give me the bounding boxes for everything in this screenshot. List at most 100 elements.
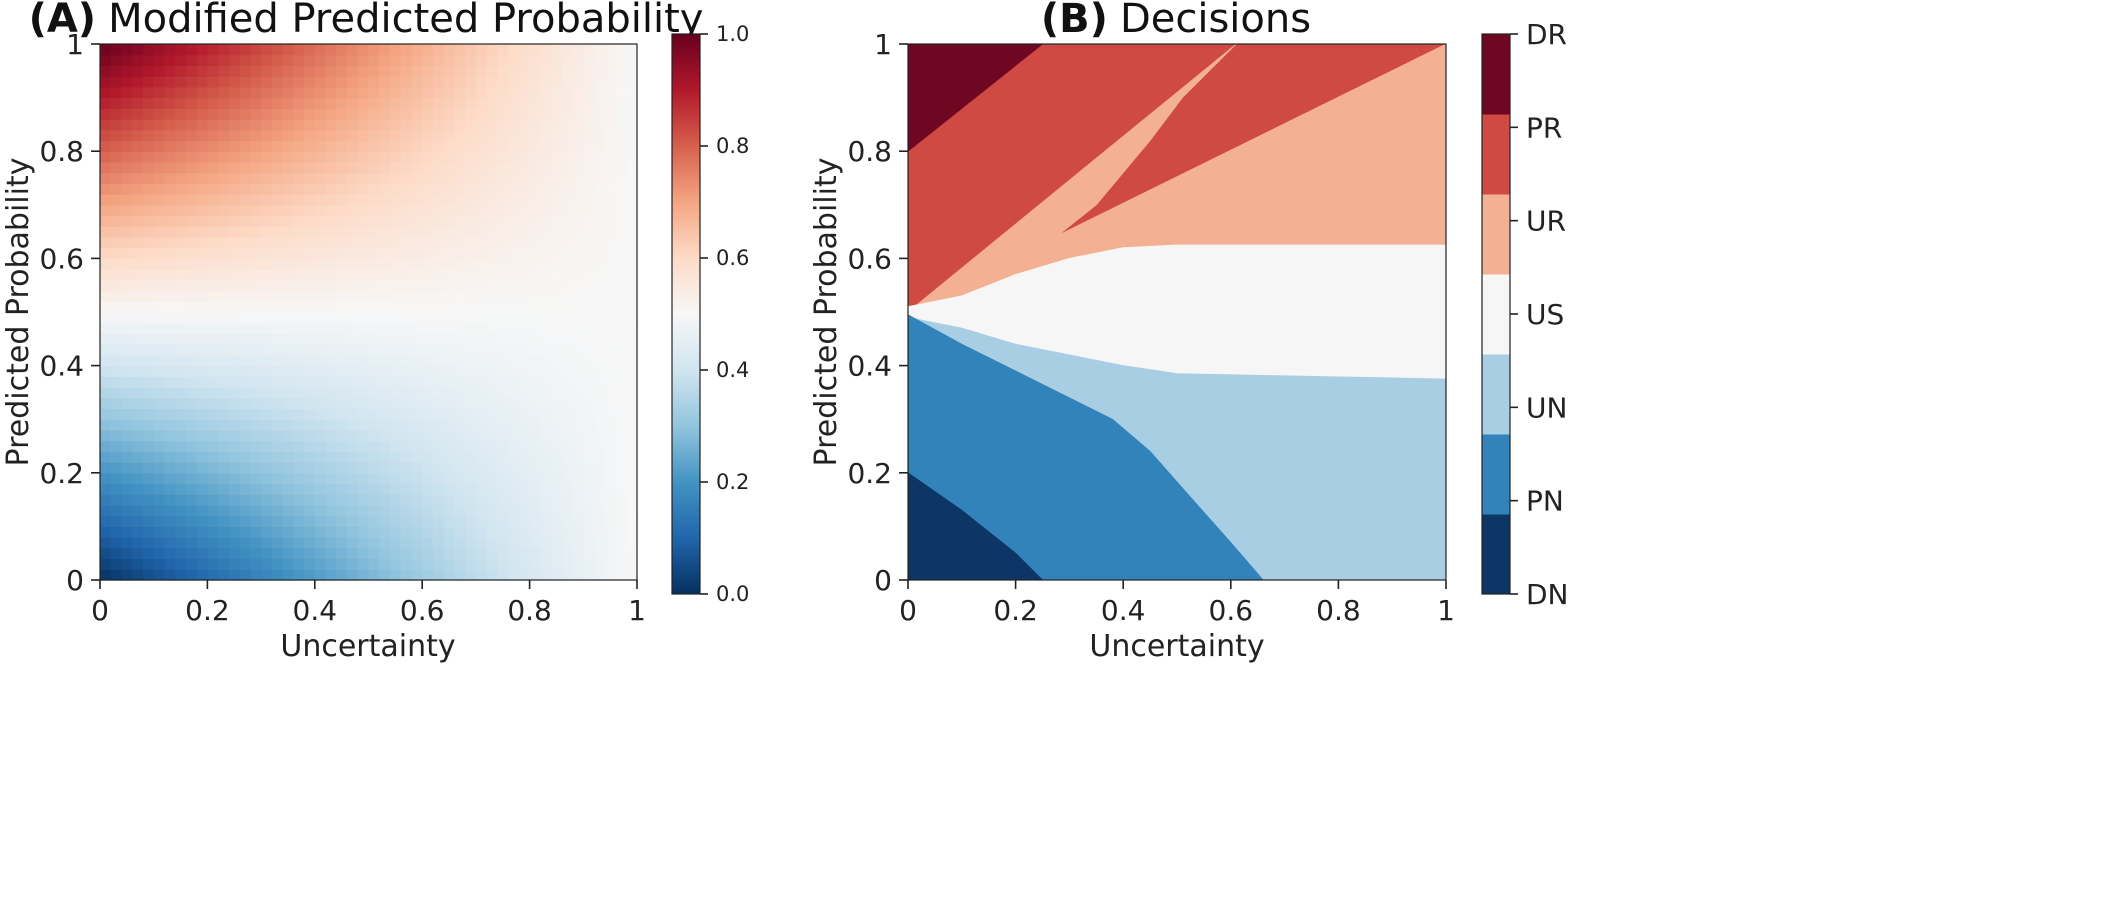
heatmap-cell: [572, 65, 584, 77]
heatmap-cell: [207, 290, 219, 302]
heatmap-cell: [142, 312, 155, 324]
heatmap-cell: [293, 429, 305, 442]
heatmap-cell: [153, 569, 166, 581]
heatmap-cell: [142, 526, 155, 538]
heatmap-cell: [422, 526, 434, 538]
heatmap-cell: [486, 44, 498, 56]
heatmap-cell: [551, 119, 563, 131]
heatmap-cell: [282, 312, 294, 324]
heatmap-cell: [250, 365, 262, 377]
heatmap-cell: [336, 483, 348, 495]
heatmap-cell: [529, 537, 541, 549]
heatmap-cell: [153, 226, 166, 238]
heatmap-cell: [100, 526, 112, 538]
heatmap-cell: [164, 354, 176, 367]
heatmap-cell: [153, 269, 166, 281]
heatmap-cell: [454, 258, 466, 270]
heatmap-cell: [271, 172, 284, 184]
heatmap-cell: [604, 547, 617, 560]
heatmap-cell: [282, 354, 294, 367]
heatmap-cell: [142, 429, 155, 442]
heatmap-cell: [239, 440, 251, 452]
heatmap-cell: [110, 279, 123, 292]
heatmap-cell: [347, 290, 359, 302]
heatmap-cell: [551, 161, 563, 174]
heatmap-cell: [357, 387, 370, 399]
heatmap-cell: [443, 322, 456, 335]
colorbar-tick-label: PR: [1526, 111, 1562, 144]
heatmap-cell: [443, 129, 456, 142]
heatmap-cell: [594, 44, 606, 56]
heatmap-cell: [175, 76, 187, 88]
heatmap-cell: [486, 119, 498, 131]
heatmap-cell: [325, 387, 337, 399]
heatmap-cell: [443, 269, 456, 281]
heatmap-cell: [379, 440, 391, 452]
heatmap-cell: [121, 290, 133, 302]
heatmap-cell: [196, 140, 208, 152]
heatmap-cell: [196, 279, 208, 292]
heatmap-cell: [336, 236, 348, 249]
heatmap-cell: [626, 258, 638, 270]
heatmap-cell: [615, 140, 627, 152]
heatmap-cell: [164, 569, 176, 581]
heatmap-cell: [604, 44, 617, 56]
heatmap-cell: [218, 526, 230, 538]
heatmap-cell: [357, 569, 370, 581]
heatmap-cell: [121, 397, 133, 410]
heatmap-cell: [250, 204, 262, 217]
heatmap-cell: [304, 504, 316, 517]
heatmap-cell: [465, 236, 477, 249]
heatmap-cell: [153, 472, 166, 485]
heatmap-cell: [508, 462, 520, 474]
heatmap-cell: [540, 140, 552, 152]
heatmap-cell: [121, 515, 133, 527]
heatmap-cell: [432, 419, 445, 431]
heatmap-cell: [293, 376, 305, 388]
heatmap-cell: [304, 290, 316, 302]
heatmap-cell: [497, 462, 509, 474]
heatmap-cell: [282, 451, 294, 463]
heatmap-cell: [594, 537, 606, 549]
heatmap-cell: [261, 322, 273, 335]
heatmap-cell: [218, 301, 230, 313]
heatmap-cell: [228, 451, 241, 463]
heatmap-cell: [486, 258, 498, 270]
heatmap-cell: [389, 451, 402, 463]
heatmap-cell: [207, 515, 219, 527]
heatmap-cell: [100, 333, 112, 345]
heatmap-cell: [347, 376, 359, 388]
heatmap-cell: [314, 290, 327, 302]
heatmap-cell: [583, 226, 595, 238]
heatmap-cell: [357, 365, 370, 377]
heatmap-cell: [443, 387, 456, 399]
heatmap-cell: [465, 569, 477, 581]
heatmap-cell: [271, 483, 284, 495]
heatmap-cell: [325, 215, 337, 227]
heatmap-cell: [561, 301, 574, 313]
heatmap-cell: [497, 269, 509, 281]
heatmap-cell: [604, 247, 617, 259]
heatmap-cell: [422, 108, 434, 120]
heatmap-cell: [228, 161, 241, 174]
heatmap-cell: [497, 236, 509, 249]
heatmap-cell: [508, 365, 520, 377]
heatmap-cell: [261, 344, 273, 356]
heatmap-cell: [314, 558, 327, 570]
heatmap-cell: [100, 140, 112, 152]
heatmap-cell: [153, 151, 166, 163]
heatmap-cell: [261, 515, 273, 527]
heatmap-cell: [465, 129, 477, 142]
heatmap-cell: [239, 344, 251, 356]
heatmap-cell: [551, 419, 563, 431]
heatmap-cell: [304, 183, 316, 195]
heatmap-cell: [185, 397, 198, 410]
heatmap-cell: [304, 44, 316, 56]
heatmap-cell: [411, 194, 423, 206]
heatmap-cell: [572, 333, 584, 345]
heatmap-cell: [164, 76, 176, 88]
heatmap-cell: [583, 515, 595, 527]
heatmap-cell: [100, 301, 112, 313]
heatmap-cell: [196, 419, 208, 431]
heatmap-cell: [561, 526, 574, 538]
